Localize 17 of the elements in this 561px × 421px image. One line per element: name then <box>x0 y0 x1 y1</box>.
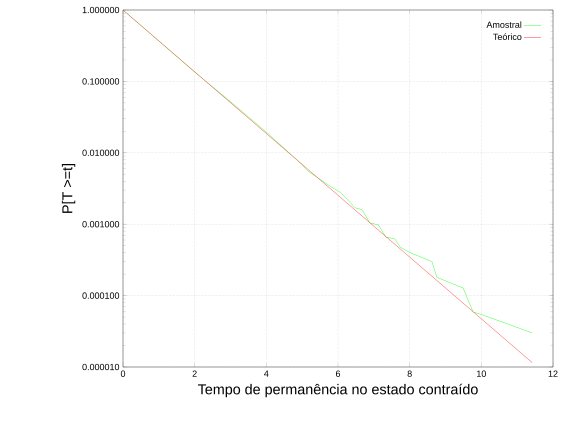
x-tick-label: 10 <box>477 370 486 377</box>
x-tick-label: 4 <box>264 370 269 377</box>
y-tick-label: 0.000010 <box>82 364 120 370</box>
x-axis-title: Tempo de permanência no estado contraído <box>198 384 478 398</box>
x-tick-label: 12 <box>548 370 558 377</box>
y-axis-title: P[T >=t] <box>62 164 76 213</box>
legend-label: Teórico <box>493 33 522 40</box>
y-tick-label: 0.000100 <box>82 292 120 299</box>
x-tick-label: 6 <box>336 370 340 377</box>
y-tick-label: 0.010000 <box>82 150 120 156</box>
y-tick-label: 1.000000 <box>82 6 120 14</box>
x-tick-label: 2 <box>192 370 197 377</box>
x-tick-label: 0 <box>120 370 126 377</box>
y-tick-label: 0.001000 <box>82 221 120 228</box>
x-tick-label: 8 <box>408 370 412 377</box>
legend-label: Amostral <box>486 21 522 28</box>
y-tick-label: 0.100000 <box>82 78 120 85</box>
